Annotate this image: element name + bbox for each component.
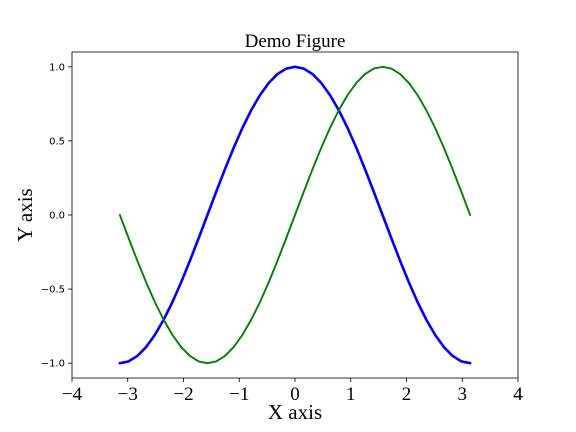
chart-title: Demo Figure <box>245 31 346 52</box>
series-line-2 <box>118 65 472 365</box>
x-tick-label: −4 <box>62 384 83 405</box>
x-tick-label: −1 <box>229 384 249 405</box>
x-tick-label: −2 <box>173 384 193 405</box>
y-tick-label: 0.5 <box>49 136 65 147</box>
plot-area: −4 −3 −2 −1 0 1 2 3 4 −1.0 −0.5 0.0 0.5 1.0 <box>41 51 523 405</box>
y-tick-label: 0.0 <box>49 211 65 222</box>
y-tick-label: −0.5 <box>41 285 65 296</box>
x-tick-label: 1 <box>346 384 356 405</box>
x-tick-label: 2 <box>402 384 412 405</box>
y-tick-label: 1.0 <box>49 62 65 73</box>
series-line-1 <box>118 65 472 365</box>
y-tick-label: −1.0 <box>41 359 65 370</box>
y-axis-label: Y axis <box>13 188 37 241</box>
x-tick-label: 4 <box>513 384 523 405</box>
x-tick-label: 3 <box>458 384 468 405</box>
x-tick-label: −3 <box>118 384 138 405</box>
x-axis-label: X axis <box>268 400 322 424</box>
x-tick-label: 0 <box>290 384 300 405</box>
